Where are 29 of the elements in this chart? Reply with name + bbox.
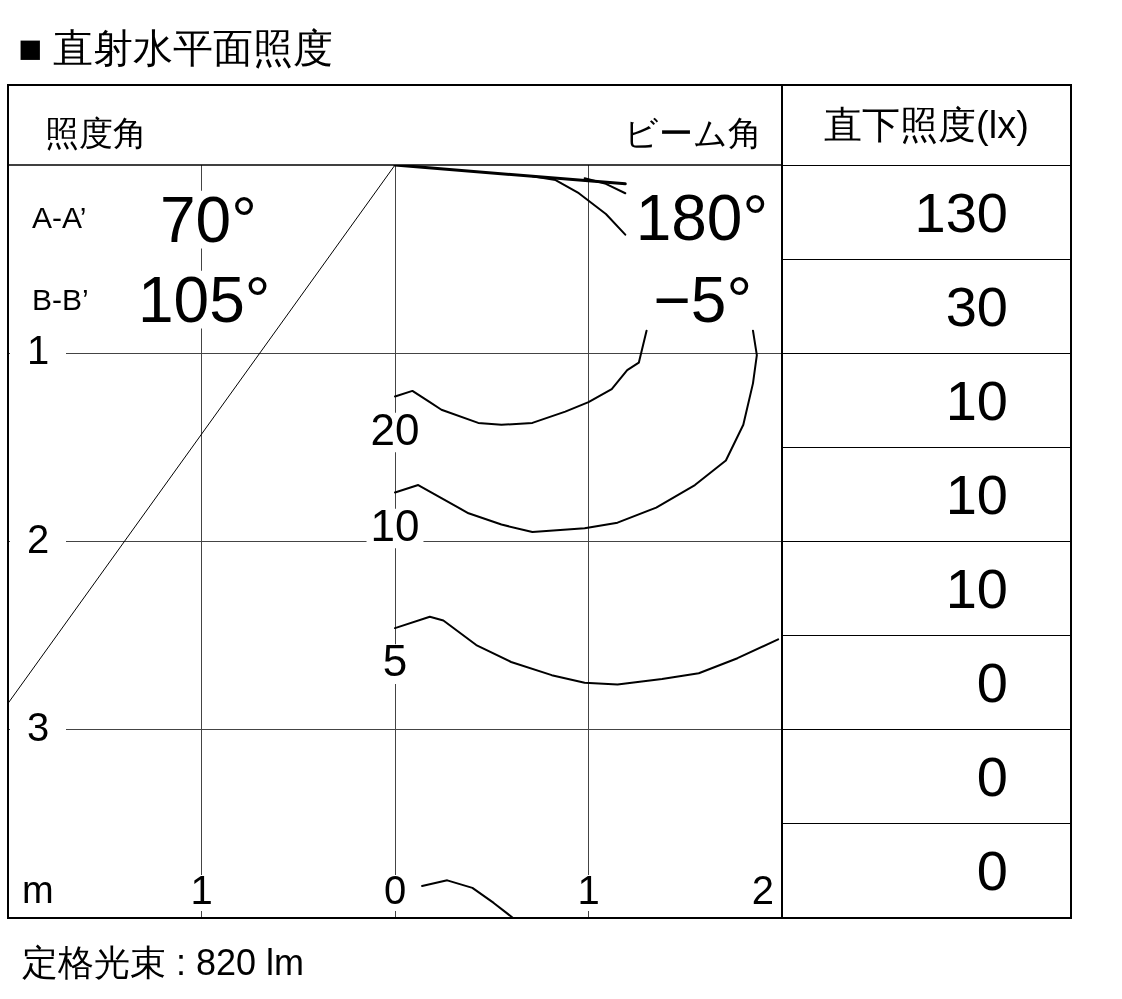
text: ビーム角 (624, 114, 762, 152)
text: 直下照度(lx) (783, 86, 1070, 166)
annotation: B-B’ (32, 283, 89, 316)
x-tick-label: 1 (190, 868, 213, 913)
data-label: 130 (913, 180, 1009, 246)
y-tick-label: 1 (26, 328, 50, 373)
data-label: 10 (783, 353, 1070, 447)
annotation: 105° (138, 264, 271, 336)
data-label: 0 (783, 635, 1070, 729)
series-label: 5 (382, 636, 408, 686)
data-label: 10 (783, 447, 1070, 541)
series-label: 10 (370, 500, 420, 550)
data-label: 10 (783, 541, 1070, 635)
annotation: 180° (635, 182, 768, 254)
x-tick-label: 0 (383, 868, 407, 913)
x-axis-title: m (22, 869, 54, 912)
annotation: A-A’ (32, 201, 87, 234)
chart-title: ■ 直射水平面照度 (18, 26, 334, 70)
text: 定格光束 : 820 lm (22, 942, 305, 983)
series-label: 20 (370, 404, 420, 454)
text: 照度角 (45, 114, 147, 152)
y-tick-label: 2 (26, 516, 50, 561)
data-label: 0 (783, 729, 1070, 823)
x-tick-label: 2 (751, 868, 774, 913)
x-tick-label: 1 (577, 868, 600, 913)
data-label: 30 (783, 259, 1070, 353)
annotation: −5° (653, 264, 752, 336)
y-tick-label: 3 (26, 704, 50, 749)
annotation: 70° (160, 184, 257, 256)
